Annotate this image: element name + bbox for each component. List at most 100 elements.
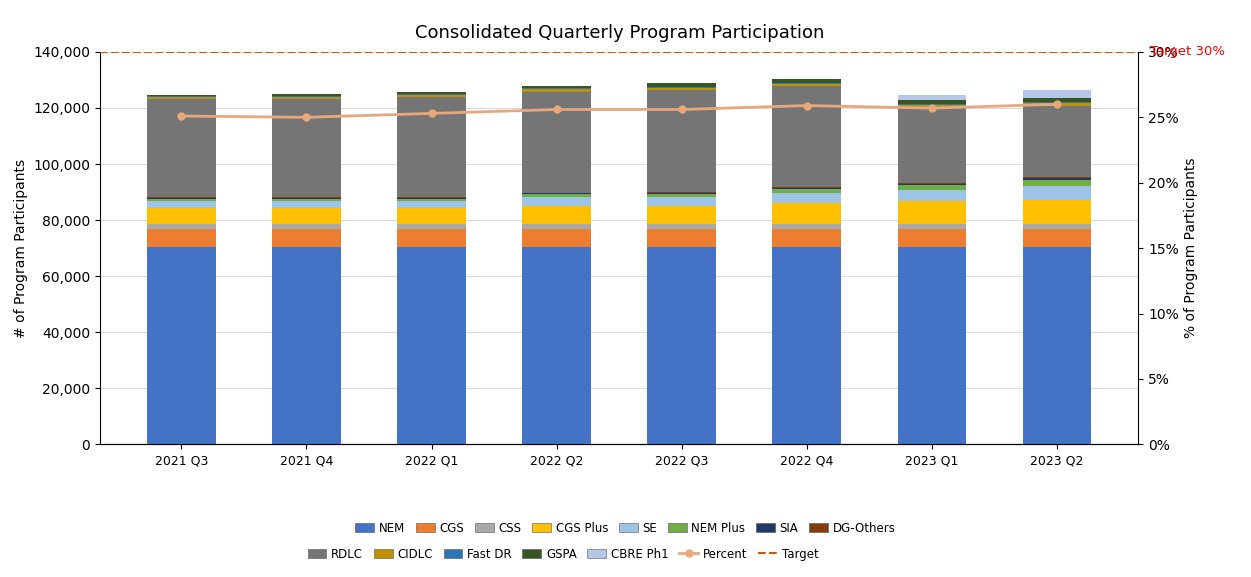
Bar	[271, 229, 340, 247]
Bar	[897, 105, 966, 107]
Bar	[772, 188, 841, 189]
Bar	[146, 224, 215, 229]
Bar	[897, 100, 966, 104]
Bar	[398, 224, 467, 229]
Bar	[146, 199, 215, 201]
Bar	[146, 95, 215, 96]
Bar	[271, 208, 340, 224]
Bar	[648, 87, 717, 88]
Bar	[772, 84, 841, 87]
Bar	[1023, 103, 1091, 106]
Bar	[523, 92, 592, 193]
Bar	[648, 224, 717, 229]
Title: Consolidated Quarterly Program Participation: Consolidated Quarterly Program Participa…	[414, 24, 824, 42]
Bar	[146, 99, 215, 197]
Bar	[648, 83, 717, 87]
Bar	[398, 201, 467, 208]
Bar	[398, 92, 467, 94]
Bar	[398, 94, 467, 95]
Legend: RDLC, CIDLC, Fast DR, GSPA, CBRE Ph1, Percent, Target: RDLC, CIDLC, Fast DR, GSPA, CBRE Ph1, Pe…	[303, 543, 823, 565]
Bar	[1023, 247, 1091, 444]
Bar	[523, 194, 592, 197]
Bar	[146, 198, 215, 199]
Bar	[146, 247, 215, 444]
Percent	[174, 113, 189, 119]
Bar	[271, 198, 340, 199]
Bar	[1023, 229, 1091, 247]
Bar	[897, 185, 966, 190]
Percent	[299, 114, 314, 121]
Bar	[897, 183, 966, 184]
Bar	[897, 229, 966, 247]
Bar	[271, 201, 340, 208]
Bar	[146, 97, 215, 99]
Percent	[924, 104, 940, 111]
Legend: NEM, CGS, CSS, CGS Plus, SE, NEM Plus, SIA, DG-Others: NEM, CGS, CSS, CGS Plus, SE, NEM Plus, S…	[350, 517, 901, 539]
Percent	[1050, 101, 1065, 108]
Bar	[1023, 90, 1091, 98]
Bar	[398, 197, 467, 198]
Bar	[523, 197, 592, 205]
Bar	[1023, 98, 1091, 102]
Bar	[398, 208, 467, 224]
Bar	[772, 87, 841, 188]
Bar	[398, 247, 467, 444]
Bar	[523, 247, 592, 444]
Bar	[146, 229, 215, 247]
Bar	[523, 205, 592, 224]
Bar	[648, 90, 717, 192]
Bar	[897, 247, 966, 444]
Percent	[424, 110, 439, 117]
Percent	[674, 106, 689, 113]
Bar	[271, 199, 340, 201]
Bar	[648, 193, 717, 194]
Bar	[897, 201, 966, 224]
Bar	[271, 224, 340, 229]
Bar	[897, 107, 966, 183]
Bar	[1023, 102, 1091, 103]
Bar	[897, 184, 966, 185]
Line: Percent: Percent	[178, 101, 1061, 121]
Bar	[1023, 186, 1091, 200]
Bar	[271, 96, 340, 97]
Bar	[1023, 179, 1091, 186]
Bar	[772, 203, 841, 224]
Bar	[523, 193, 592, 194]
Bar	[523, 88, 592, 89]
Bar	[523, 224, 592, 229]
Bar	[648, 205, 717, 224]
Bar	[648, 88, 717, 90]
Bar	[271, 97, 340, 99]
Bar	[523, 229, 592, 247]
Bar	[648, 194, 717, 197]
Bar	[398, 198, 467, 201]
Bar	[772, 224, 841, 229]
Bar	[1023, 224, 1091, 229]
Bar	[523, 89, 592, 92]
Bar	[523, 85, 592, 88]
Bar	[897, 95, 966, 100]
Bar	[897, 224, 966, 229]
Bar	[1023, 177, 1091, 178]
Bar	[648, 192, 717, 193]
Bar	[271, 197, 340, 198]
Bar	[1023, 200, 1091, 224]
Bar	[648, 197, 717, 205]
Bar	[648, 247, 717, 444]
Bar	[772, 247, 841, 444]
Bar	[1023, 106, 1091, 177]
Percent	[799, 102, 814, 109]
Bar	[271, 99, 340, 197]
Bar	[271, 247, 340, 444]
Bar	[146, 96, 215, 97]
Y-axis label: # of Program Participants: # of Program Participants	[14, 159, 28, 338]
Bar	[398, 229, 467, 247]
Bar	[772, 79, 841, 83]
Bar	[648, 229, 717, 247]
Y-axis label: % of Program Participants: % of Program Participants	[1185, 158, 1198, 338]
Bar	[772, 229, 841, 247]
Bar	[897, 104, 966, 105]
Bar	[1023, 178, 1091, 179]
Bar	[772, 193, 841, 203]
Bar	[146, 197, 215, 198]
